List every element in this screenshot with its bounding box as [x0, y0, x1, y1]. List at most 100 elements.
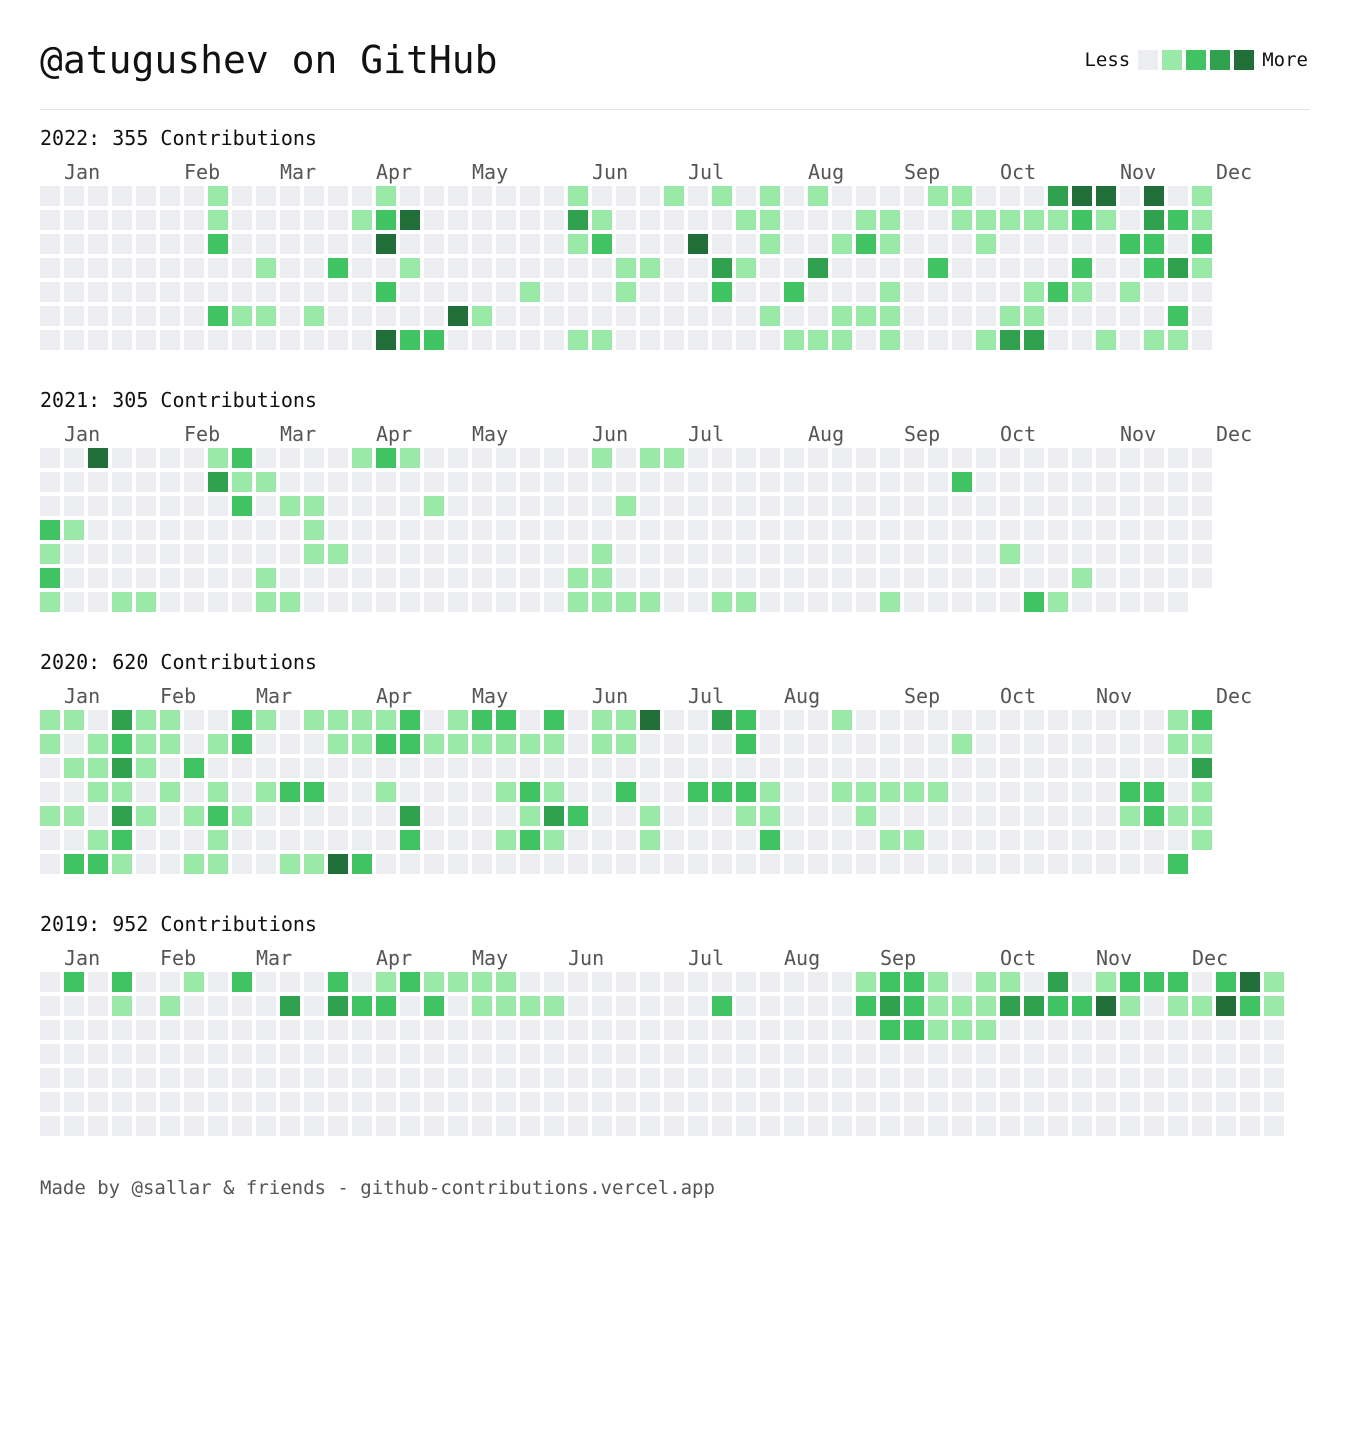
contribution-day-cell: [928, 520, 948, 540]
contribution-day-cell: [592, 1116, 612, 1136]
contribution-day-cell: [760, 496, 780, 516]
contribution-day-cell: [304, 448, 324, 468]
contribution-day-cell: [424, 972, 444, 992]
contribution-day-cell: [904, 806, 924, 826]
contribution-day-cell: [544, 830, 564, 850]
contribution-day-cell: [592, 1020, 612, 1040]
contribution-day-cell: [568, 306, 588, 326]
contribution-day-cell: [1144, 1020, 1164, 1040]
contribution-day-cell: [448, 472, 468, 492]
contribution-day-cell: [1120, 996, 1140, 1016]
contribution-day-cell: [232, 1068, 252, 1088]
contribution-day-cell: [952, 996, 972, 1016]
month-label: Oct: [1000, 946, 1037, 970]
contribution-day-cell: [424, 830, 444, 850]
contribution-day-cell: [352, 972, 372, 992]
contribution-day-cell: [496, 972, 516, 992]
contribution-day-cell: [256, 1092, 276, 1112]
contribution-day-cell: [1096, 806, 1116, 826]
contribution-day-cell: [376, 520, 396, 540]
month-labels: Jan Feb Mar Apr May Jun Jul Aug Sep Oct Nov Dec: [40, 160, 1310, 184]
contribution-day-cell: [1120, 1068, 1140, 1088]
contribution-day-cell: [1192, 1020, 1212, 1040]
contribution-day-cell: [256, 1044, 276, 1064]
contribution-day-cell: [904, 448, 924, 468]
contribution-day-cell: [112, 282, 132, 302]
contribution-day-cell: [208, 806, 228, 826]
contribution-day-cell: [976, 210, 996, 230]
contribution-day-cell: [232, 520, 252, 540]
contribution-day-cell: [568, 710, 588, 730]
contribution-day-cell: [544, 782, 564, 802]
contribution-day-cell: [376, 496, 396, 516]
contribution-day-cell: [928, 210, 948, 230]
contribution-day-cell: [544, 592, 564, 612]
contribution-day-cell: [1144, 448, 1164, 468]
month-label: Jul: [688, 160, 725, 184]
contribution-day-cell: [928, 544, 948, 564]
contribution-day-cell: [1048, 544, 1068, 564]
contribution-day-cell: [112, 1068, 132, 1088]
contribution-day-cell: [1072, 854, 1092, 874]
contribution-day-cell: [1000, 996, 1020, 1016]
contribution-day-cell: [1144, 996, 1164, 1016]
contribution-day-cell: [1096, 710, 1116, 730]
contribution-day-cell: [88, 234, 108, 254]
contribution-day-cell: [808, 210, 828, 230]
contribution-day-cell: [376, 1044, 396, 1064]
contribution-day-cell: [1168, 186, 1188, 206]
contribution-day-cell: [1096, 1020, 1116, 1040]
contribution-day-cell: [688, 996, 708, 1016]
contribution-day-cell: [160, 1044, 180, 1064]
contribution-day-cell: [304, 1020, 324, 1040]
contribution-day-cell: [736, 186, 756, 206]
contribution-day-cell: [688, 758, 708, 778]
contribution-day-cell: [976, 806, 996, 826]
contribution-day-cell: [160, 972, 180, 992]
contribution-day-cell: [856, 972, 876, 992]
contribution-day-cell: [1192, 568, 1212, 588]
contribution-day-cell: [616, 544, 636, 564]
contribution-day-cell: [112, 1044, 132, 1064]
contribution-day-cell: [304, 544, 324, 564]
contribution-day-cell: [736, 282, 756, 302]
contribution-day-cell: [424, 1092, 444, 1112]
contribution-day-cell: [256, 782, 276, 802]
contribution-day-cell: [304, 1092, 324, 1112]
contribution-day-cell: [928, 1020, 948, 1040]
contribution-day-cell: [1072, 448, 1092, 468]
contribution-day-cell: [784, 234, 804, 254]
contribution-day-cell: [328, 996, 348, 1016]
contribution-day-cell: [280, 854, 300, 874]
contribution-day-cell: [40, 448, 60, 468]
contribution-day-cell: [328, 972, 348, 992]
contribution-day-cell: [1072, 710, 1092, 730]
contribution-day-cell: [376, 782, 396, 802]
contribution-day-cell: [280, 186, 300, 206]
contribution-day-cell: [712, 568, 732, 588]
contribution-day-cell: [1168, 1068, 1188, 1088]
contribution-day-cell: [496, 496, 516, 516]
contribution-day-cell: [664, 496, 684, 516]
contribution-day-cell: [568, 806, 588, 826]
contribution-day-cell: [472, 592, 492, 612]
contribution-day-cell: [1072, 782, 1092, 802]
contribution-day-cell: [616, 972, 636, 992]
contribution-day-cell: [184, 592, 204, 612]
contribution-day-cell: [784, 472, 804, 492]
contribution-day-cell: [520, 520, 540, 540]
contribution-day-cell: [280, 1116, 300, 1136]
contribution-day-cell: [1192, 234, 1212, 254]
contribution-day-cell: [304, 734, 324, 754]
contribution-day-cell: [520, 1020, 540, 1040]
contribution-day-cell: [1096, 472, 1116, 492]
contribution-day-cell: [496, 210, 516, 230]
contribution-day-cell: [1192, 1044, 1212, 1064]
contribution-day-cell: [64, 1020, 84, 1040]
contribution-day-cell: [256, 734, 276, 754]
contribution-day-cell: [424, 306, 444, 326]
contribution-day-cell: [736, 258, 756, 278]
contribution-day-cell: [40, 210, 60, 230]
contribution-day-cell: [1120, 806, 1140, 826]
contribution-day-cell: [688, 306, 708, 326]
